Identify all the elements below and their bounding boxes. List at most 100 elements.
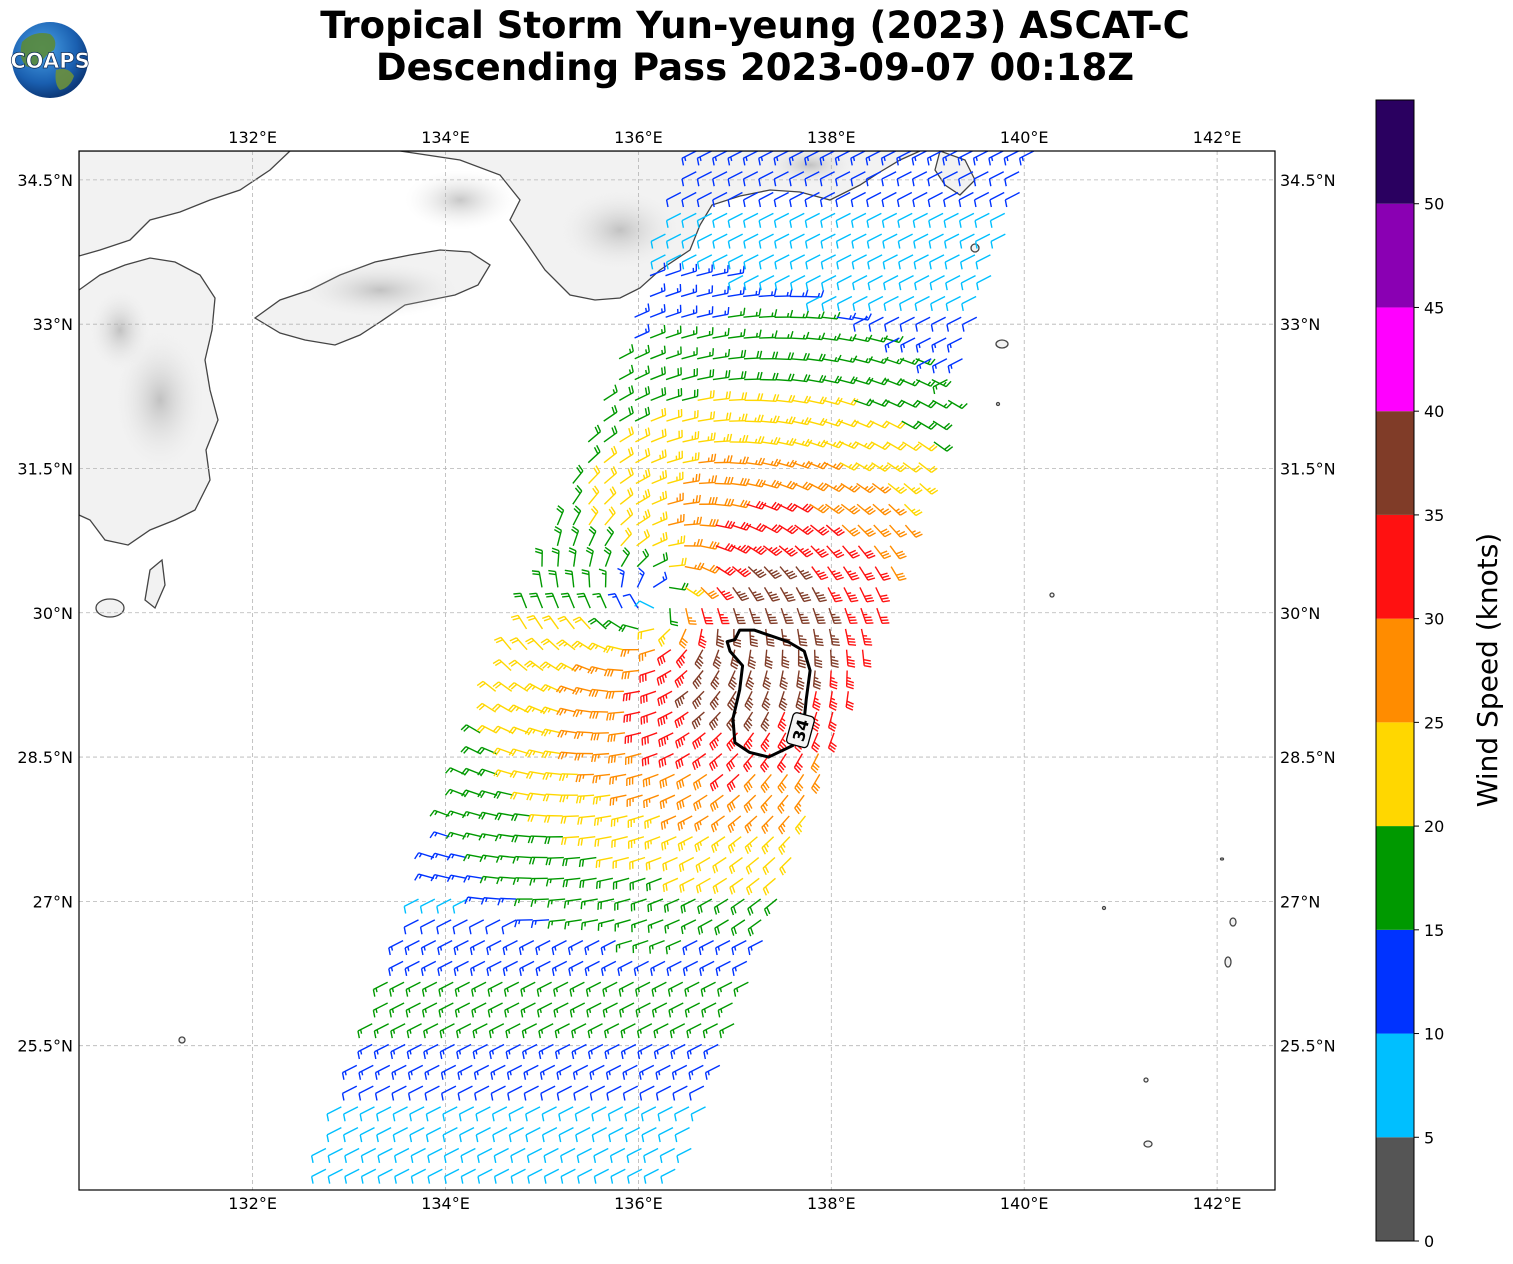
wind-barb (745, 457, 766, 466)
wind-barb (511, 834, 531, 843)
wind-barb (681, 389, 699, 402)
wind-barb (543, 1168, 560, 1184)
wind-barb (414, 852, 435, 860)
wind-barb (932, 378, 948, 395)
wind-barb (727, 265, 745, 277)
wind-barb (419, 898, 436, 914)
wind-barb (644, 815, 661, 829)
wind-barb (695, 877, 711, 894)
wind-barb (778, 815, 790, 835)
wind-barb (572, 1064, 589, 1080)
wind-barb (777, 711, 787, 732)
wind-barb (764, 607, 778, 625)
wind-barb (622, 690, 641, 702)
wind-barb (712, 233, 728, 249)
wind-barb (524, 660, 544, 672)
wind-barb (634, 303, 650, 318)
wind-barb (525, 771, 546, 780)
wind-barb (505, 1043, 521, 1060)
wind-barb (873, 545, 892, 560)
map-frame (78, 150, 1276, 1191)
wind-barb (490, 1064, 506, 1080)
wind-barb (525, 1189, 528, 1190)
lat-tick-label-left: 27°N (33, 892, 73, 911)
small-island-7 (1219, 857, 1225, 861)
wind-barb (794, 524, 814, 535)
wind-barb (520, 1002, 536, 1018)
wind-barb (840, 503, 861, 515)
wind-barb (698, 453, 717, 464)
wind-barb (357, 1043, 373, 1060)
wind-barb (588, 505, 599, 526)
wind-barb (674, 1106, 690, 1122)
colorbar-tick-label: 5 (1424, 1128, 1434, 1147)
wind-barb (708, 711, 721, 731)
wind-barb (828, 691, 838, 711)
wind-barb (650, 428, 667, 443)
wind-barb (930, 316, 946, 332)
wind-barb (778, 545, 798, 557)
wind-barb (692, 773, 708, 791)
wind-barb (778, 691, 788, 712)
wind-barb (808, 439, 829, 448)
wind-barb (457, 1064, 473, 1080)
wind-barb (717, 1002, 733, 1018)
wind-barb (731, 544, 752, 554)
wind-barb (758, 171, 774, 187)
wind-barb (493, 636, 512, 651)
wind-barb (477, 768, 498, 777)
wind-barb (681, 347, 698, 360)
wind-barb (572, 616, 591, 630)
wind-barb (852, 295, 868, 312)
wind-barb (603, 486, 617, 505)
colorbar-tick-label: 15 (1424, 921, 1444, 940)
wind-barb (564, 919, 582, 930)
wind-barb (657, 628, 671, 647)
wind-barb (469, 940, 486, 956)
wind-barb (860, 607, 874, 624)
wind-barb (914, 295, 930, 312)
wind-barb (789, 254, 806, 270)
wind-barb (694, 815, 709, 832)
wind-barb (827, 587, 843, 603)
wind-barb (834, 151, 851, 166)
wind-barb (820, 233, 836, 249)
wind-barb (779, 587, 796, 602)
wind-barb (810, 753, 820, 774)
wind-barb (763, 566, 782, 579)
wind-barb (748, 587, 765, 602)
wind-barb (360, 1147, 377, 1163)
terrain-shading (90, 151, 855, 470)
wind-barb (774, 254, 790, 270)
wind-barb (827, 711, 837, 732)
wind-barb (377, 1147, 393, 1163)
wind-barb (824, 482, 845, 493)
wind-barb (652, 531, 668, 547)
wind-barb (990, 233, 1006, 249)
wind-barb (683, 494, 701, 505)
wind-barb (743, 275, 759, 291)
wind-barb (436, 919, 452, 935)
wind-barb (647, 898, 664, 913)
wind-barb (529, 592, 544, 609)
wind-barb (485, 919, 501, 935)
wind-barb (655, 1064, 671, 1080)
wind-barb (759, 372, 779, 381)
small-island-9 (970, 243, 980, 253)
wind-barb (512, 877, 532, 885)
wind-barb (521, 1023, 538, 1039)
wind-barb (820, 212, 836, 228)
wind-barb (659, 794, 676, 810)
wind-barb (791, 395, 812, 404)
wind-barb (419, 919, 436, 935)
wind-barb (665, 263, 682, 277)
wind-barb (539, 684, 561, 692)
wind-barb (886, 441, 907, 451)
wind-barb (774, 331, 794, 339)
wind-barb (743, 212, 759, 228)
wind-barb (853, 376, 874, 385)
colorbar-bin (1376, 826, 1414, 930)
wind-barb (603, 404, 618, 422)
colorbar-bin (1376, 929, 1414, 1034)
wind-barb (604, 1023, 620, 1039)
